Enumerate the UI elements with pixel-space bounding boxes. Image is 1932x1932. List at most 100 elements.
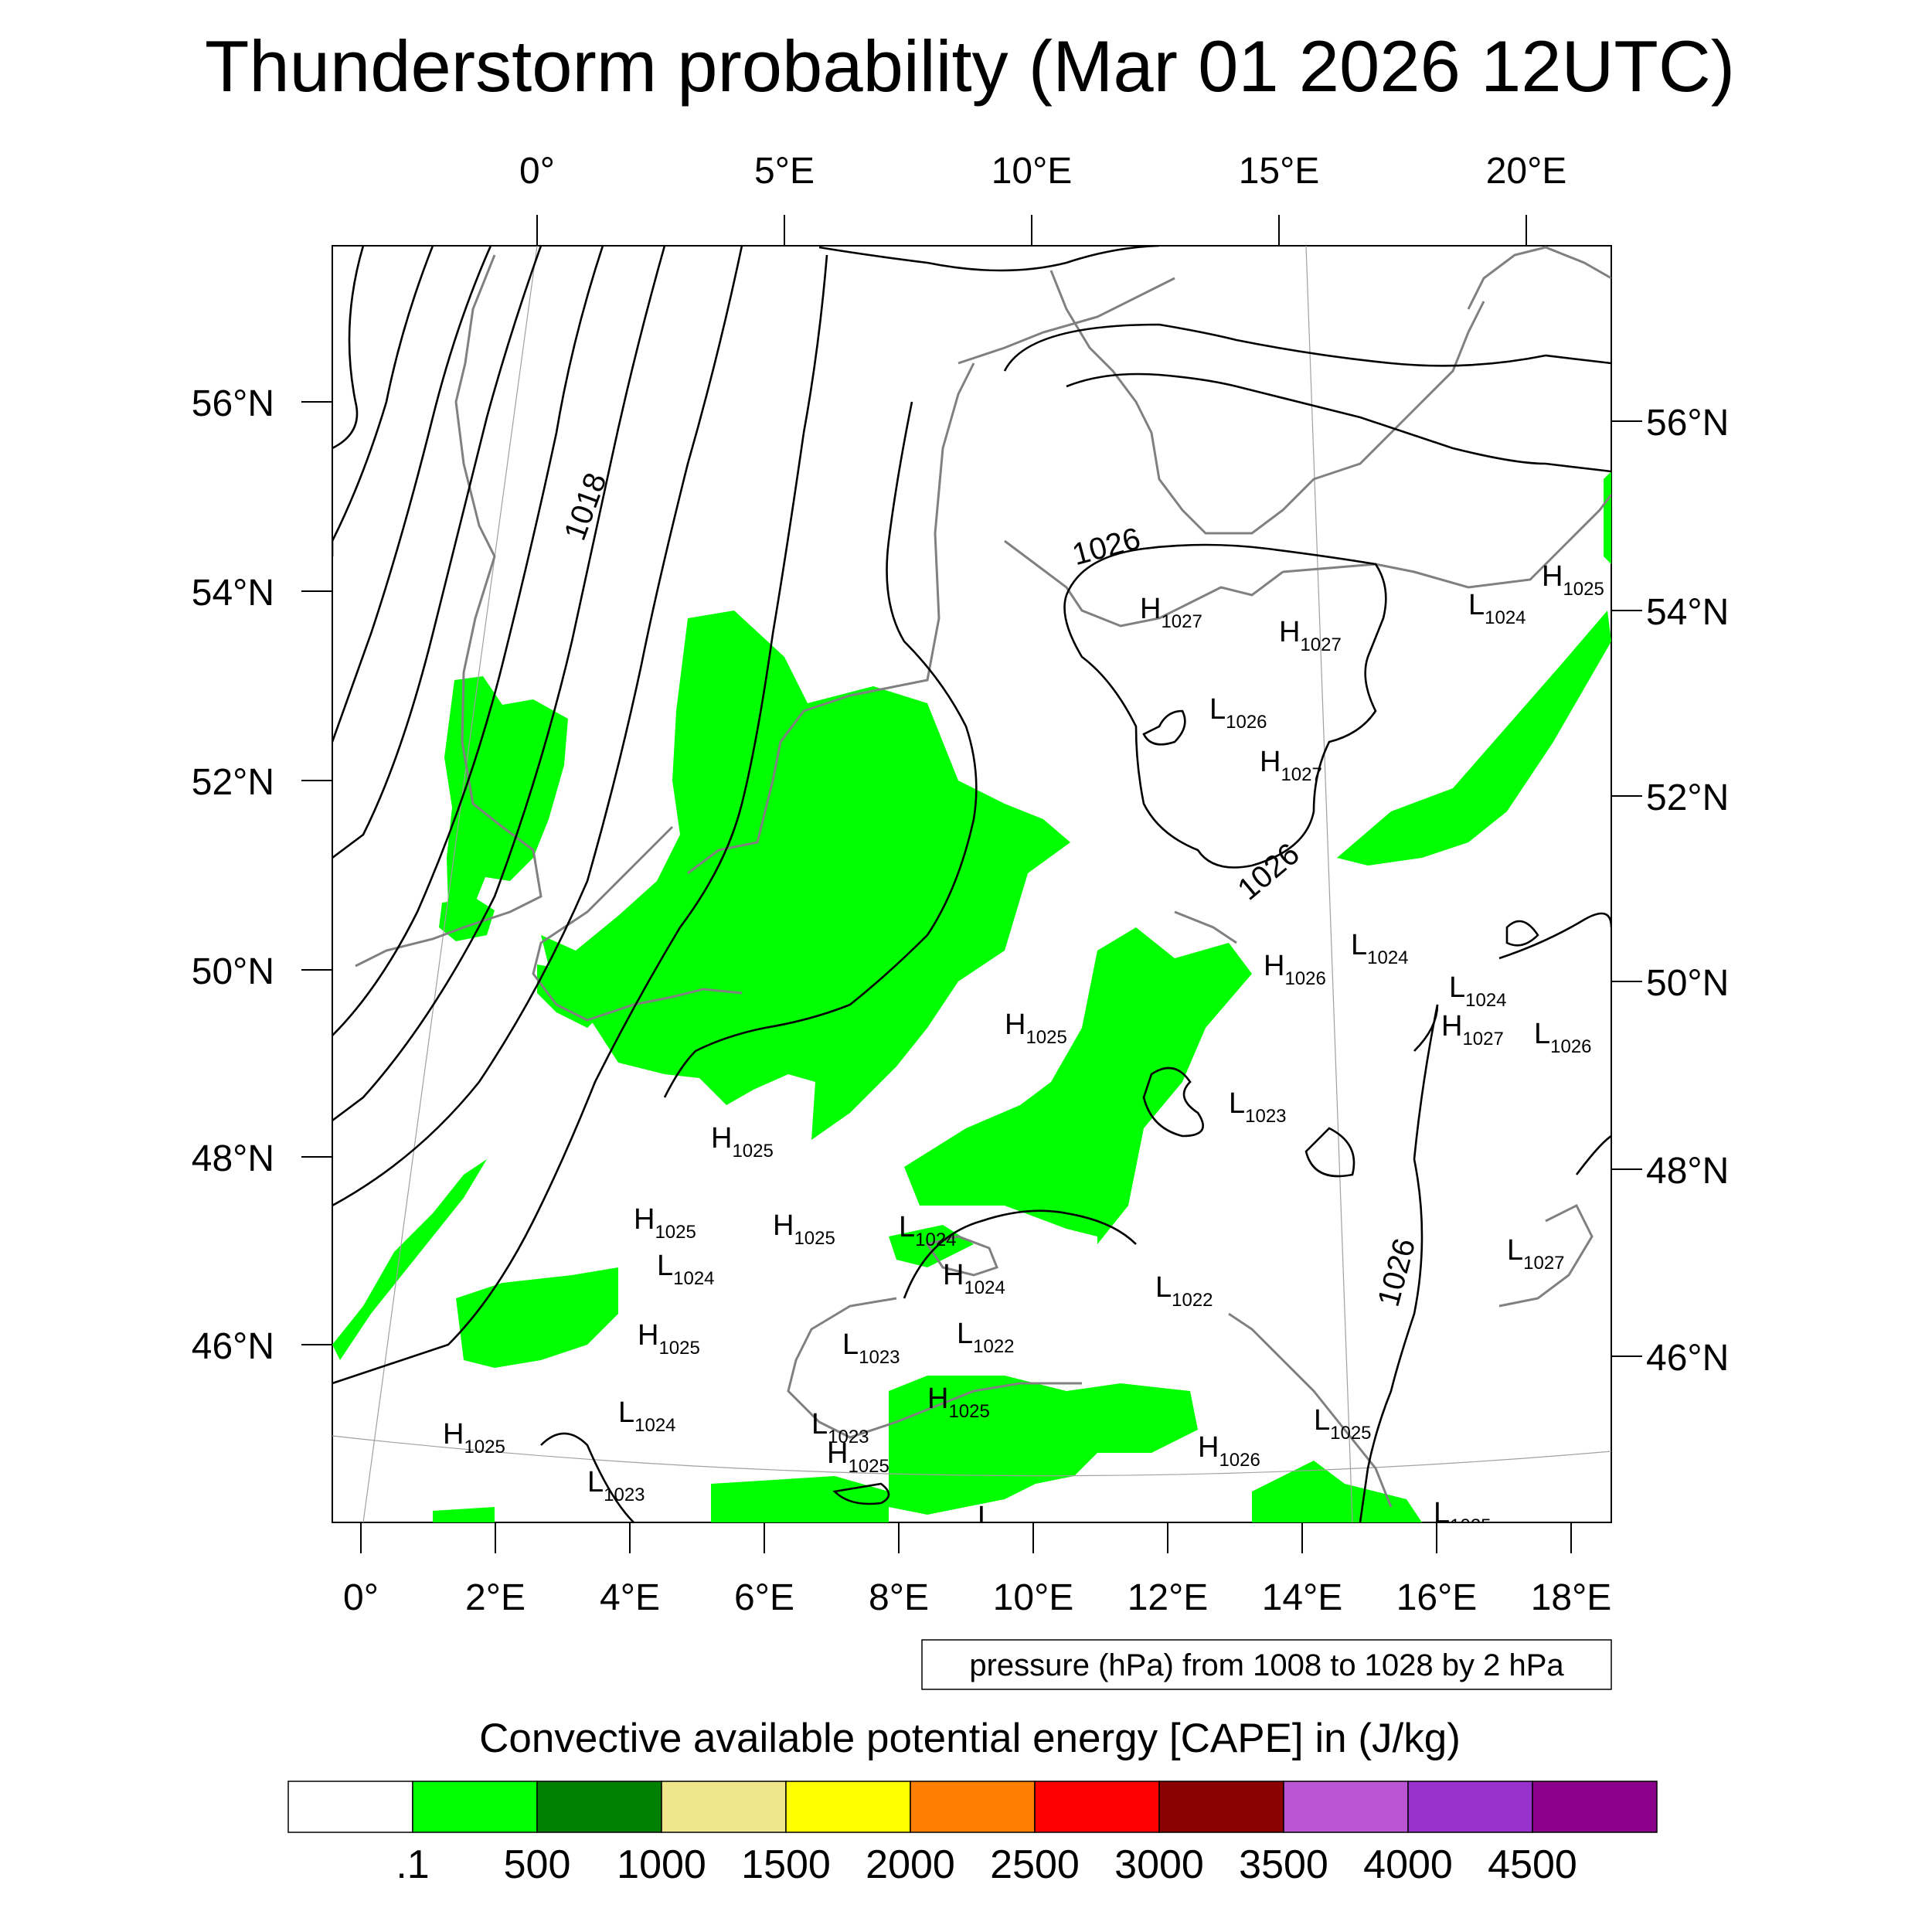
- lon-tick-label: 0°: [519, 151, 555, 192]
- lon-tick-label: 4°E: [600, 1577, 660, 1618]
- lon-tick-label: 2°E: [465, 1577, 526, 1618]
- cape-region-southwest-corner: [433, 1507, 495, 1522]
- lat-tick-label: 56°N: [1646, 403, 1729, 444]
- pressure-note: pressure (hPa) from 1008 to 1028 by 2 hP…: [921, 1639, 1612, 1690]
- coastlines: [355, 246, 1611, 1508]
- top-longitude-labels: 0° 5°E 10°E 15°E 20°E: [519, 151, 1566, 192]
- cape-region-england: [444, 676, 568, 908]
- isobar-line: [1142, 1066, 1204, 1138]
- top-longitude-axis: [536, 215, 1527, 246]
- colorbar-swatch: [536, 1781, 662, 1833]
- isobar-line: [1003, 323, 1611, 372]
- lat-tick-label: 46°N: [1646, 1338, 1729, 1379]
- cape-region-east-edge: [1604, 471, 1611, 564]
- colorbar-swatch: [287, 1781, 413, 1833]
- isobar-line: [1066, 372, 1611, 473]
- colorbar: .1 500 1000 1500 2000 2500 3000 3500 4000 4500: [287, 1781, 1658, 1887]
- lat-tick-label: 54°N: [192, 573, 274, 614]
- lat-tick-label: 52°N: [1646, 777, 1729, 818]
- lon-tick-label: 10°E: [992, 151, 1073, 192]
- lon-tick-label: 12°E: [1128, 1577, 1209, 1618]
- lon-tick-label: 0°: [343, 1577, 379, 1618]
- lat-tick-label: 46°N: [192, 1326, 274, 1367]
- lon-tick-label: 14°E: [1262, 1577, 1343, 1618]
- colorbar-tick-label: 3500: [1239, 1842, 1328, 1887]
- isobar-line: [1498, 912, 1611, 960]
- lat-tick-label: 48°N: [1646, 1151, 1729, 1192]
- right-latitude-labels: 56°N 54°N 52°N 50°N 48°N 46°N: [1646, 403, 1729, 1379]
- lat-tick-label: 48°N: [192, 1138, 274, 1179]
- cape-region-bay-biscay: [332, 1159, 487, 1360]
- isobar-line: [1505, 920, 1539, 947]
- lat-tick-label: 54°N: [1646, 592, 1729, 633]
- colorbar-swatch: [1034, 1781, 1160, 1833]
- colorbar-tick-label: 4000: [1363, 1842, 1453, 1887]
- lon-tick-label: 6°E: [734, 1577, 794, 1618]
- isobar-line: [903, 1209, 1137, 1299]
- cape-region-benelux: [541, 611, 1070, 1140]
- lat-tick-label: 56°N: [192, 383, 274, 424]
- pressure-note-text: pressure (hPa) from 1008 to 1028 by 2 hP…: [969, 1648, 1564, 1682]
- colorbar-tick-label: 2500: [990, 1842, 1080, 1887]
- lat-tick-label: 50°N: [192, 951, 274, 992]
- isobar-line: [818, 246, 1160, 272]
- colorbar-swatch: [785, 1781, 911, 1833]
- cape-region-channel: [537, 964, 611, 1028]
- cape-region-south-strip: [711, 1476, 889, 1522]
- colorbar-tick-label: 1000: [617, 1842, 706, 1887]
- isobar-line: [332, 246, 434, 556]
- isobar-line: [832, 1482, 890, 1505]
- colorbar-tick-label: 1500: [741, 1842, 831, 1887]
- lon-tick-label: 18°E: [1531, 1577, 1612, 1618]
- bottom-longitude-axis: [360, 1522, 1572, 1553]
- colorbar-tick-label: 2000: [866, 1842, 955, 1887]
- colorbar-swatch: [910, 1781, 1036, 1833]
- left-latitude-axis: [301, 401, 332, 1345]
- cape-region-south-east: [1252, 1461, 1422, 1522]
- colorbar-swatch: [1407, 1781, 1533, 1833]
- isobar-line: [332, 246, 492, 743]
- isobar-line: [1142, 709, 1186, 746]
- chart-title: Thunderstorm probability (Mar 01 2026 12…: [205, 26, 1735, 107]
- lat-tick-label: 50°N: [1646, 963, 1729, 1004]
- lon-tick-label: 16°E: [1396, 1577, 1478, 1618]
- colorbar-tick-label: 4500: [1488, 1842, 1577, 1887]
- isobar-line: [332, 246, 604, 1036]
- bottom-longitude-labels: 0° 2°E 4°E 6°E 8°E 10°E 12°E 14°E 16°E 1…: [343, 1577, 1611, 1618]
- lon-tick-label: 15°E: [1239, 151, 1320, 192]
- right-latitude-axis: [1611, 420, 1642, 1357]
- lon-tick-label: 20°E: [1486, 151, 1567, 192]
- isobar-line: [540, 1432, 634, 1522]
- isobar-line: [332, 246, 743, 1207]
- cape-shading: [332, 471, 1611, 1522]
- cape-region-france-central: [456, 1267, 618, 1368]
- colorbar-swatch: [1158, 1781, 1284, 1833]
- isobar-line: [1304, 1127, 1355, 1178]
- colorbar-tick-label: 500: [504, 1842, 571, 1887]
- colorbar-swatch: [412, 1781, 538, 1833]
- isobar-line: [1575, 1134, 1611, 1175]
- isobar-line: [332, 246, 365, 450]
- lat-tick-label: 52°N: [192, 762, 274, 803]
- colorbar-tick-label: .1: [396, 1842, 429, 1887]
- colorbar-swatch: [661, 1781, 787, 1833]
- isobar-line: [1359, 1004, 1439, 1522]
- graticule: [332, 246, 1611, 1522]
- left-latitude-labels: 56°N 54°N 52°N 50°N 48°N 46°N: [192, 383, 274, 1367]
- colorbar-title: Convective available potential energy [C…: [479, 1716, 1461, 1761]
- cape-region-central-eu: [904, 927, 1252, 1244]
- cape-region-france-south: [889, 1225, 974, 1267]
- isobar-line: [332, 254, 828, 1385]
- colorbar-swatch: [1532, 1781, 1658, 1833]
- isobars: [332, 246, 1611, 1522]
- isobar-line: [663, 401, 978, 1098]
- cape-region-alps-south: [889, 1376, 1198, 1515]
- colorbar-tick-label: 3000: [1114, 1842, 1204, 1887]
- cape-region-east-band: [1337, 611, 1611, 866]
- lon-tick-label: 5°E: [754, 151, 815, 192]
- isobar-line: [332, 246, 666, 1122]
- lon-tick-label: 8°E: [869, 1577, 929, 1618]
- isobar-line: [1063, 543, 1387, 869]
